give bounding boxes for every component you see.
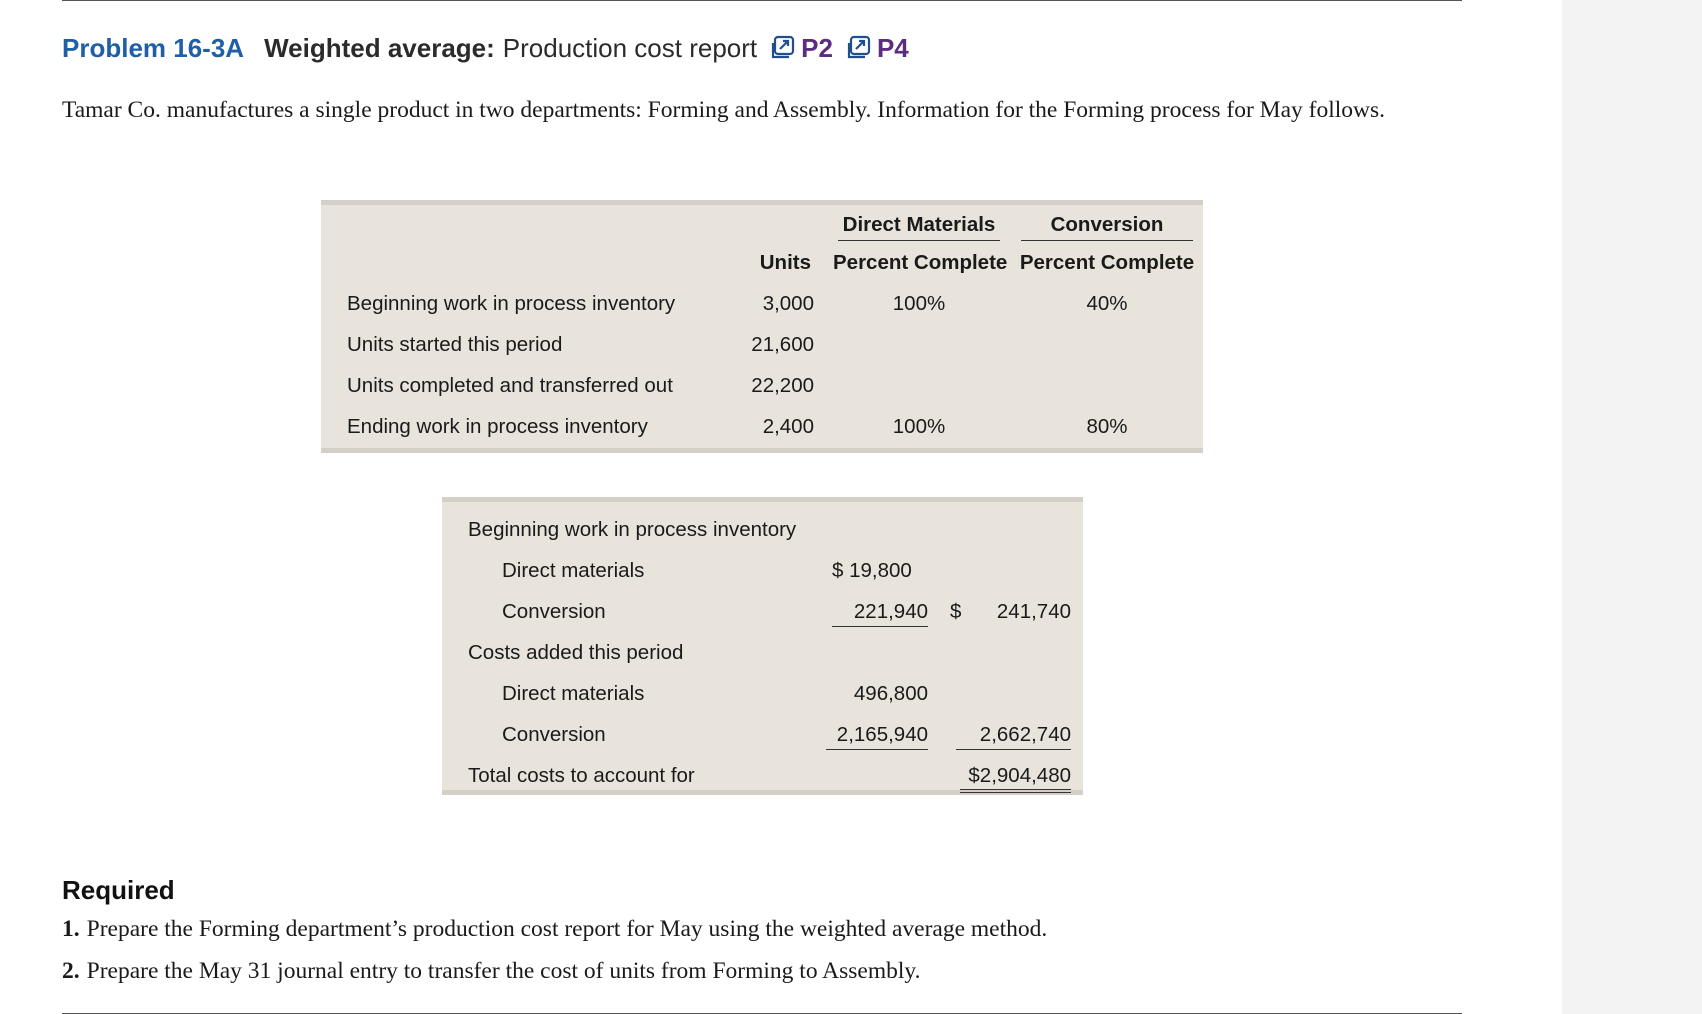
row-label: Beginning work in process inventory xyxy=(347,292,676,315)
beginning-wip-label: Beginning work in process inventory xyxy=(468,518,797,541)
external-link-icon[interactable] xyxy=(845,35,871,61)
dm-header-line1: Direct Materials xyxy=(838,213,1000,241)
problem-heading: Problem 16-3A Weighted average: Producti… xyxy=(62,30,921,66)
total-costs-label: Total costs to account for xyxy=(468,764,695,787)
row-units: 3,000 xyxy=(762,292,814,315)
beg-conv-label: Conversion xyxy=(502,600,606,623)
row-label: Units completed and transferred out xyxy=(347,374,673,397)
beg-total: 241,740 xyxy=(996,600,1071,623)
units-table: Direct Materials Conversion Units Percen… xyxy=(321,200,1203,453)
row-dm-pct: 100% xyxy=(892,292,946,315)
beg-dm-value: $ 19,800 xyxy=(832,559,912,582)
row-label: Ending work in process inventory xyxy=(347,415,648,438)
objective-link-p4[interactable]: P4 xyxy=(876,32,909,63)
add-conv-label: Conversion xyxy=(502,723,606,746)
dm-header-line2: Percent Complete xyxy=(833,251,1008,274)
conv-header-line2: Percent Complete xyxy=(1019,251,1195,274)
cost-table: Beginning work in process inventory Dire… xyxy=(442,497,1083,795)
beg-conv-value: 221,940 xyxy=(832,600,928,627)
external-link-icon[interactable] xyxy=(769,35,795,61)
row-conv-pct: 80% xyxy=(1086,415,1128,438)
required-item-1: 1. Prepare the Forming department’s produ… xyxy=(62,916,1047,943)
beg-dm-label: Direct materials xyxy=(502,559,645,582)
units-header: Units xyxy=(759,251,811,274)
row-units: 2,400 xyxy=(762,415,814,438)
row-conv-pct: 40% xyxy=(1086,292,1128,315)
row-units: 21,600 xyxy=(751,333,814,356)
row-dm-pct: 100% xyxy=(892,415,946,438)
required-item-2: 2. Prepare the May 31 journal entry to tr… xyxy=(62,958,921,985)
required-item-text: Prepare the Forming department’s product… xyxy=(86,916,1048,942)
added-total: 2,662,740 xyxy=(956,723,1071,750)
beg-total-dollar: $ xyxy=(950,600,962,623)
right-margin-strip xyxy=(1562,0,1702,1014)
problem-title: Production cost report xyxy=(502,32,758,63)
row-label: Units started this period xyxy=(347,333,563,356)
costs-added-label: Costs added this period xyxy=(468,641,684,664)
add-dm-value: 496,800 xyxy=(853,682,928,705)
add-dm-label: Direct materials xyxy=(502,682,645,705)
grand-total: $2,904,480 xyxy=(960,764,1071,793)
add-conv-value: 2,165,940 xyxy=(826,723,928,750)
row-units: 22,200 xyxy=(751,374,814,397)
required-item-number: 2. xyxy=(62,958,80,984)
top-divider xyxy=(62,0,1462,1)
problem-intro: Tamar Co. manufactures a single product … xyxy=(62,97,1386,123)
problem-title-bold: Weighted average: xyxy=(264,32,495,63)
conv-header-line1: Conversion xyxy=(1021,213,1193,241)
objective-link-p2[interactable]: P2 xyxy=(801,32,833,63)
required-item-number: 1. xyxy=(62,916,80,942)
problem-number: Problem 16-3A xyxy=(62,32,245,63)
required-heading: Required xyxy=(62,875,175,905)
required-item-text: Prepare the May 31 journal entry to tran… xyxy=(86,958,921,984)
